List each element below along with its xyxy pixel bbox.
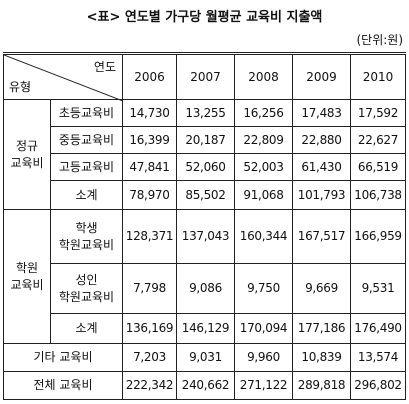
cell-value: 271,122: [234, 371, 293, 400]
cell-value: 22,809: [234, 126, 293, 154]
corner-top: 연도: [93, 60, 116, 74]
cell-value: 177,186: [292, 313, 351, 344]
unit-note: (단위:원): [356, 33, 403, 47]
cell-value: 47,841: [122, 153, 177, 181]
cell-value: 166,959: [350, 209, 406, 264]
total-row: 전체 교육비 222,342 240,662 271,122 289,818 296,80…: [3, 371, 406, 400]
cell-value: 222,342: [122, 371, 177, 400]
cell-value: 52,060: [176, 153, 235, 181]
cell-value: 52,003: [234, 153, 293, 181]
data-row: 학원 교육비 학생 학원교육비 128,371 137,043 160,344 167,5…: [3, 209, 406, 344]
cell-value: 137,043: [176, 209, 235, 264]
cell-value: 66,519: [350, 153, 406, 181]
data-row: 고등교육비 47,841 52,060 52,003 61,430 66,519: [4, 153, 406, 181]
year-header: 2009: [292, 52, 351, 100]
cell-value: 13,574: [350, 343, 406, 372]
group-label: 정규 교육비: [3, 99, 51, 210]
cell-value: 20,187: [176, 126, 235, 154]
cell-value: 289,818: [292, 371, 351, 400]
cell-value: 22,627: [350, 126, 406, 154]
cell-value: 170,094: [234, 313, 293, 344]
row-label: 학생 학원교육비: [50, 209, 123, 264]
diagonal: [4, 55, 123, 101]
cell-value: 9,669: [292, 263, 351, 314]
table-body: 연도 유형 2006 2007 2008 2009 2010 정규 교육비 초등교육비 14,73…: [3, 52, 406, 400]
cell-value: 22,880: [292, 126, 351, 154]
cell-value: 176,490: [350, 313, 406, 344]
row-label: 기타 교육비: [3, 343, 123, 372]
cell-value: 9,086: [176, 263, 235, 314]
cell-value: 16,399: [122, 126, 177, 154]
cell-value: 9,750: [234, 263, 293, 314]
row-label: 중등교육비: [50, 126, 123, 154]
cell-value: 16,256: [234, 99, 293, 127]
corner-bottom: 유형: [9, 79, 32, 94]
cell-value: 78,970: [122, 180, 177, 210]
title: <표> 연도별 가구당 월평균 교육비 지출액: [86, 10, 323, 25]
total-row: 기타 교육비 7,203 9,031 9,960 10,839 13,574: [3, 343, 406, 372]
year-header: 2007: [176, 52, 235, 100]
cell-value: 7,798: [122, 263, 177, 314]
cell-value: 14,730: [122, 99, 177, 127]
cell-value: 10,839: [292, 343, 351, 372]
cell-value: 146,129: [176, 313, 235, 344]
row-label: 소계: [50, 180, 123, 210]
cell-value: 17,592: [350, 99, 406, 127]
row-label: 소계: [50, 313, 123, 344]
cell-value: 106,738: [350, 180, 406, 210]
cell-value: 9,960: [234, 343, 293, 372]
cell-value: 136,169: [122, 313, 177, 344]
cell-value: 61,430: [292, 153, 351, 181]
cell-value: 128,371: [122, 209, 177, 264]
cell-value: 240,662: [176, 371, 235, 400]
cell-value: 167,517: [292, 209, 351, 264]
row-label: 전체 교육비: [3, 371, 123, 400]
cell-value: 13,255: [176, 99, 235, 127]
cell-value: 91,068: [234, 180, 293, 210]
data-row: 중등교육비 16,399 20,187 22,809 22,880 22,627: [4, 126, 406, 154]
data-row: 소계 136,169 146,129 170,094 177,186 176,490: [4, 313, 406, 344]
year-header: 2008: [234, 52, 293, 100]
cell-value: 9,031: [176, 343, 235, 372]
cell-value: 7,203: [122, 343, 177, 372]
cell-value: 17,483: [292, 99, 351, 127]
cell-value: 85,502: [176, 180, 235, 210]
data-row: 성인 학원교육비 7,798 9,086 9,750 9,669 9,531: [4, 263, 406, 314]
data-row: 소계 78,970 85,502 91,068 101,793 106,738: [4, 180, 406, 210]
year-header: 2006: [122, 52, 177, 100]
cell-value: 101,793: [292, 180, 351, 210]
row-label: 초등교육비: [50, 99, 123, 127]
row-label: 고등교육비: [50, 153, 123, 181]
cell-value: 160,344: [234, 209, 293, 264]
table: 연도 유형 2006 2007 2008 2009 2010 정규 교육비 초등교육비 14,73…: [3, 52, 406, 400]
group-label: 학원 교육비: [3, 209, 51, 344]
cell-value: 9,531: [350, 263, 406, 314]
cell-value: 296,802: [350, 371, 406, 400]
row-label: 성인 학원교육비: [50, 263, 123, 314]
data-row: 정규 교육비 초등교육비 14,730 13,255 16,256 17,483 17,59…: [3, 99, 406, 210]
year-header: 2010: [350, 52, 406, 100]
header-row: 연도 유형 2006 2007 2008 2009 2010: [3, 52, 406, 101]
